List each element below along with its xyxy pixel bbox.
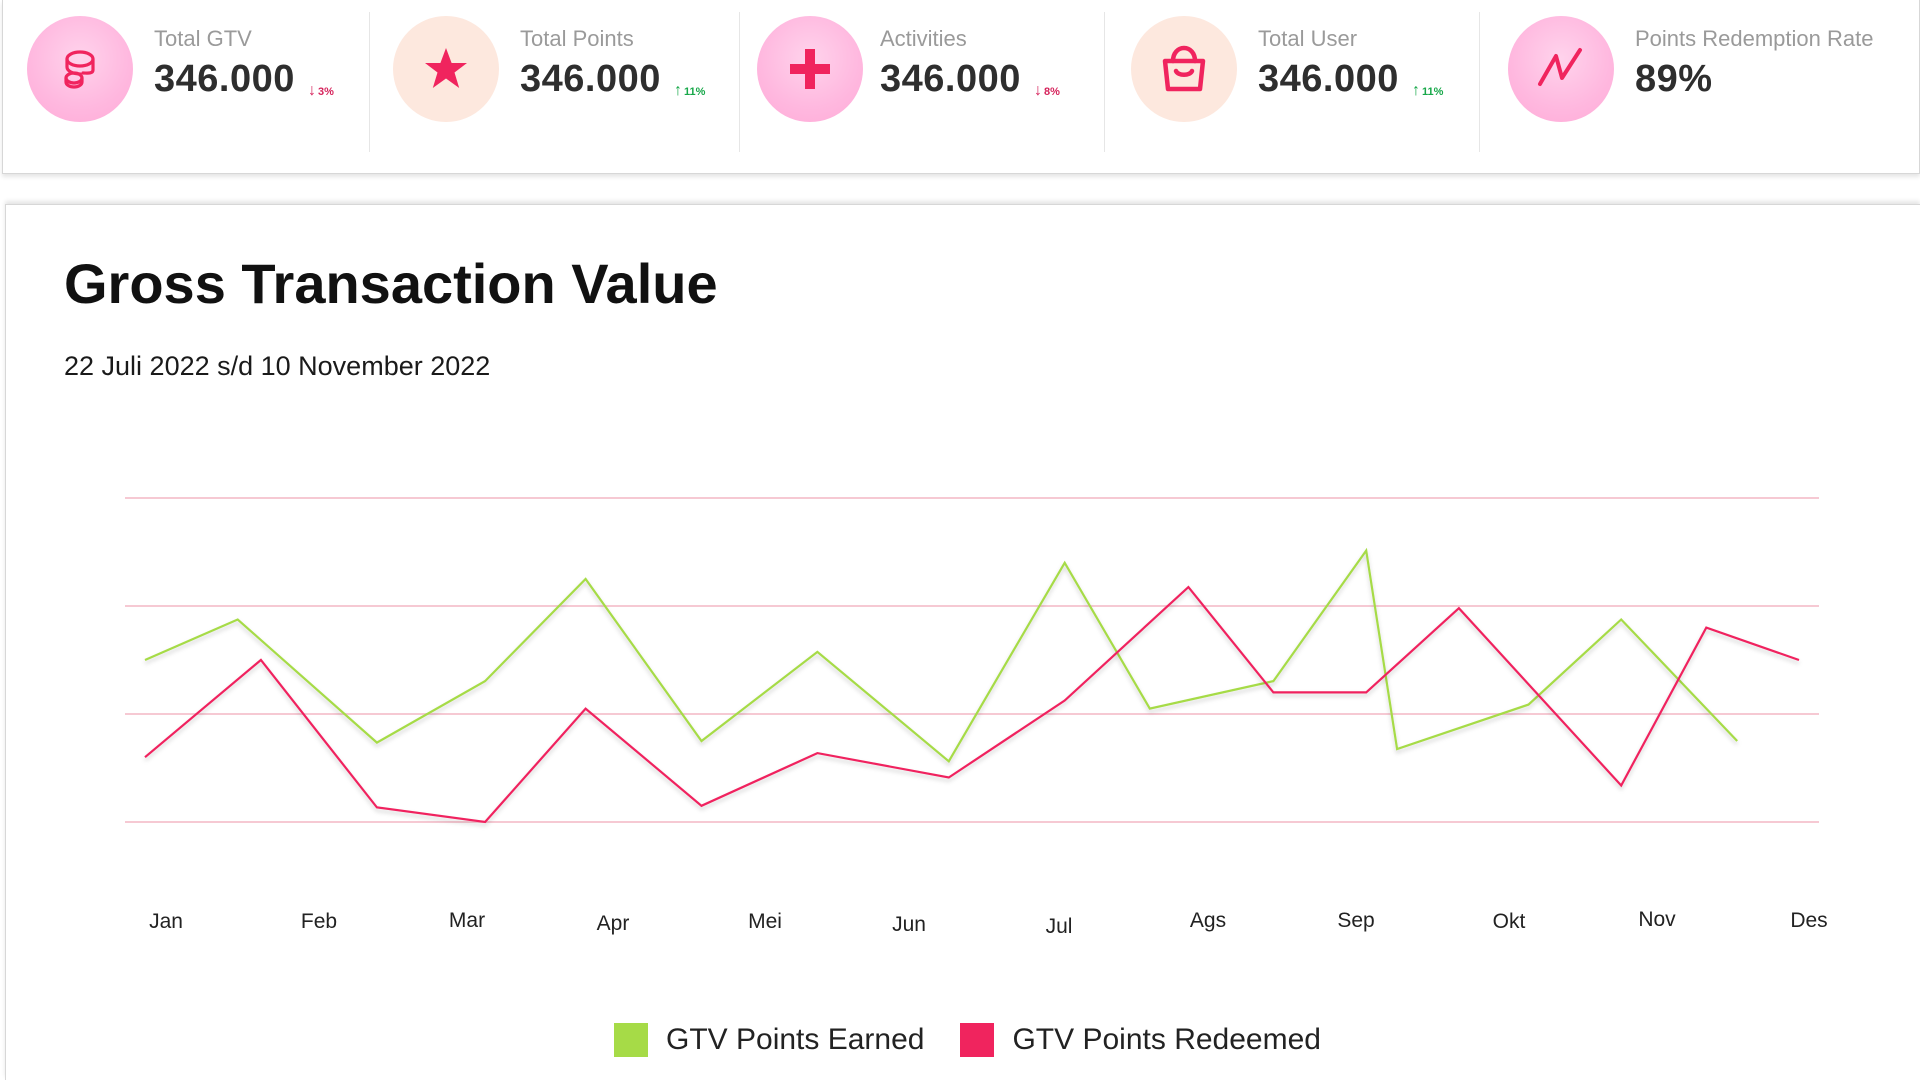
stat-divider <box>369 12 370 152</box>
legend-item[interactable]: GTV Points Redeemed <box>960 1023 1321 1057</box>
chart-title: Gross Transaction Value <box>64 252 718 315</box>
stat-label: Activities <box>880 26 967 51</box>
x-tick-label: Nov <box>1638 908 1676 931</box>
stat-value: 346.000 <box>154 58 295 100</box>
x-tick-label: Feb <box>301 910 337 933</box>
x-tick-label: Okt <box>1493 910 1526 933</box>
arrow-up-icon: ↑ <box>1412 82 1420 99</box>
stat-change-value: 3% <box>318 86 334 98</box>
x-tick-label: Sep <box>1337 909 1374 932</box>
legend-label: GTV Points Redeemed <box>1012 1023 1321 1056</box>
chart-legend: GTV Points Earned GTV Points Redeemed <box>614 1023 1357 1057</box>
stat-label: Total Points <box>520 26 634 51</box>
x-tick-label: Jun <box>892 913 926 936</box>
x-tick-label: Mar <box>449 909 485 932</box>
legend-item[interactable]: GTV Points Earned <box>614 1023 924 1057</box>
line-chart: Jan Feb Mar Apr Mei Jun Jul Ags Sep Okt Nov Des <box>125 497 1828 938</box>
x-tick-label: Des <box>1790 909 1827 932</box>
stat-change-value: 8% <box>1044 86 1060 98</box>
stat-label: Total User <box>1258 26 1358 51</box>
stat-change-value: 11% <box>684 86 706 98</box>
arrow-up-icon: ↑ <box>674 82 682 99</box>
gtv-chart-card: Gross Transaction Value 22 Juli 2022 s/d… <box>5 204 1920 1080</box>
stat-value: 346.000 <box>520 58 661 100</box>
legend-label: GTV Points Earned <box>666 1023 925 1056</box>
stat-value: 346.000 <box>880 58 1021 100</box>
stat-change-up: ↑ 11% <box>1412 82 1443 100</box>
stat-divider <box>1479 12 1480 152</box>
legend-swatch <box>614 1023 648 1057</box>
trend-line-icon <box>1508 16 1614 122</box>
stat-value: 346.000 <box>1258 58 1399 100</box>
arrow-down-icon: ↓ <box>1034 82 1042 99</box>
stat-change-up: ↑ 11% <box>674 82 705 100</box>
shopping-bag-icon <box>1131 16 1237 122</box>
stat-value: 89% <box>1635 58 1713 100</box>
series-line-gtv-points-earned <box>144 547 1738 763</box>
stat-divider <box>739 12 740 152</box>
plus-icon <box>757 16 863 122</box>
x-tick-label: Mei <box>748 910 782 933</box>
stat-divider <box>1104 12 1105 152</box>
coins-icon <box>27 16 133 122</box>
x-tick-label: Jul <box>1046 915 1073 938</box>
stat-change-down: ↓ 8% <box>1034 82 1060 100</box>
x-tick-label: Jan <box>149 910 183 933</box>
star-icon <box>393 16 499 122</box>
x-tick-label: Ags <box>1190 909 1226 932</box>
stat-label: Points Redemption Rate <box>1635 26 1874 51</box>
stat-label: Total GTV <box>154 26 252 51</box>
arrow-down-icon: ↓ <box>308 82 316 99</box>
series-line-gtv-points-redeemed <box>144 585 1800 824</box>
stat-change-down: ↓ 3% <box>308 82 334 100</box>
stat-change-value: 11% <box>1422 86 1444 98</box>
legend-swatch <box>960 1023 995 1057</box>
x-tick-label: Apr <box>597 912 630 935</box>
kpi-stats-bar: Total GTV 346.000 ↓ 3% Total Points 346.000 ↑ 1… <box>2 0 1920 174</box>
chart-date-range: 22 Juli 2022 s/d 10 November 2022 <box>64 351 491 381</box>
